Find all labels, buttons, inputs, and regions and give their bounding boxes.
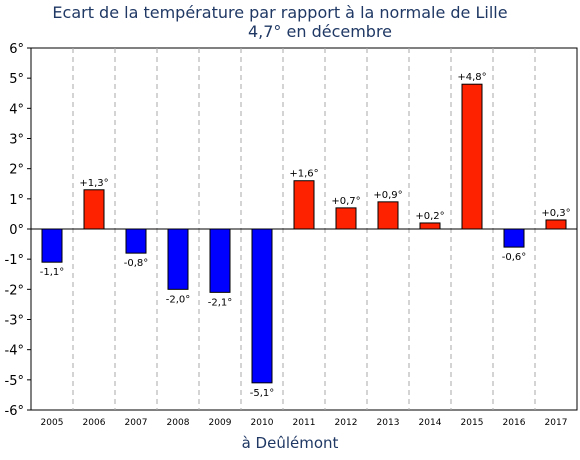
bar: [167, 228, 189, 290]
x-tick-label: 2017: [545, 418, 568, 428]
x-tick-label: 2006: [83, 418, 106, 428]
bar: [125, 228, 147, 254]
x-tick-label: 2014: [419, 418, 442, 428]
bar: [335, 207, 357, 230]
bar: [503, 228, 525, 248]
bar: [461, 83, 483, 230]
data-label: -0,6°: [502, 252, 527, 263]
data-label: +0,9°: [373, 190, 402, 201]
bar: [209, 228, 231, 293]
bar: [545, 219, 567, 230]
x-tick-label: 2013: [377, 418, 400, 428]
y-tick-label: -4°: [5, 344, 24, 359]
x-tick-label: 2015: [461, 418, 484, 428]
x-tick-label: 2008: [167, 418, 190, 428]
data-label: +0,7°: [331, 196, 360, 207]
bar: [293, 180, 315, 230]
y-tick-label: 1°: [9, 193, 24, 208]
x-tick-label: 2010: [251, 418, 274, 428]
data-label: -5,1°: [250, 388, 275, 399]
y-tick-label: -6°: [5, 404, 24, 419]
x-tick-label: 2007: [125, 418, 148, 428]
chart-subtitle: 4,7° en décembre: [247, 22, 393, 41]
y-tick-label: -3°: [5, 314, 24, 329]
y-tick-label: -2°: [5, 283, 24, 298]
x-tick-label: 2005: [41, 418, 64, 428]
y-tick-label: 2°: [9, 163, 24, 178]
data-label: +1,3°: [79, 178, 108, 189]
bar: [377, 201, 399, 230]
data-label: -2,0°: [166, 294, 191, 305]
y-tick-label: 5°: [9, 72, 24, 87]
data-label: -0,8°: [124, 258, 149, 269]
x-axis-label: à Deûlémont: [241, 434, 339, 452]
bar: [251, 228, 273, 384]
y-tick-label: 6°: [9, 42, 24, 57]
x-tick-label: 2009: [209, 418, 232, 428]
x-tick-label: 2012: [335, 418, 358, 428]
y-tick-label: 3°: [9, 133, 24, 148]
chart-title: Ecart de la température par rapport à la…: [52, 3, 508, 22]
data-label: +0,3°: [541, 208, 570, 219]
data-label: +0,2°: [415, 211, 444, 222]
y-tick-label: -1°: [5, 253, 24, 268]
y-tick-label: -5°: [5, 374, 24, 389]
data-label: +4,8°: [457, 72, 486, 83]
data-label: -1,1°: [40, 267, 65, 278]
data-label: -2,1°: [208, 297, 233, 308]
bar: [419, 222, 441, 230]
x-tick-label: 2011: [293, 418, 316, 428]
bar: [41, 228, 63, 263]
data-label: +1,6°: [289, 169, 318, 180]
bar: [83, 189, 105, 230]
y-tick-label: 4°: [9, 102, 24, 117]
x-tick-label: 2016: [503, 418, 526, 428]
y-tick-label: 0°: [9, 223, 24, 238]
